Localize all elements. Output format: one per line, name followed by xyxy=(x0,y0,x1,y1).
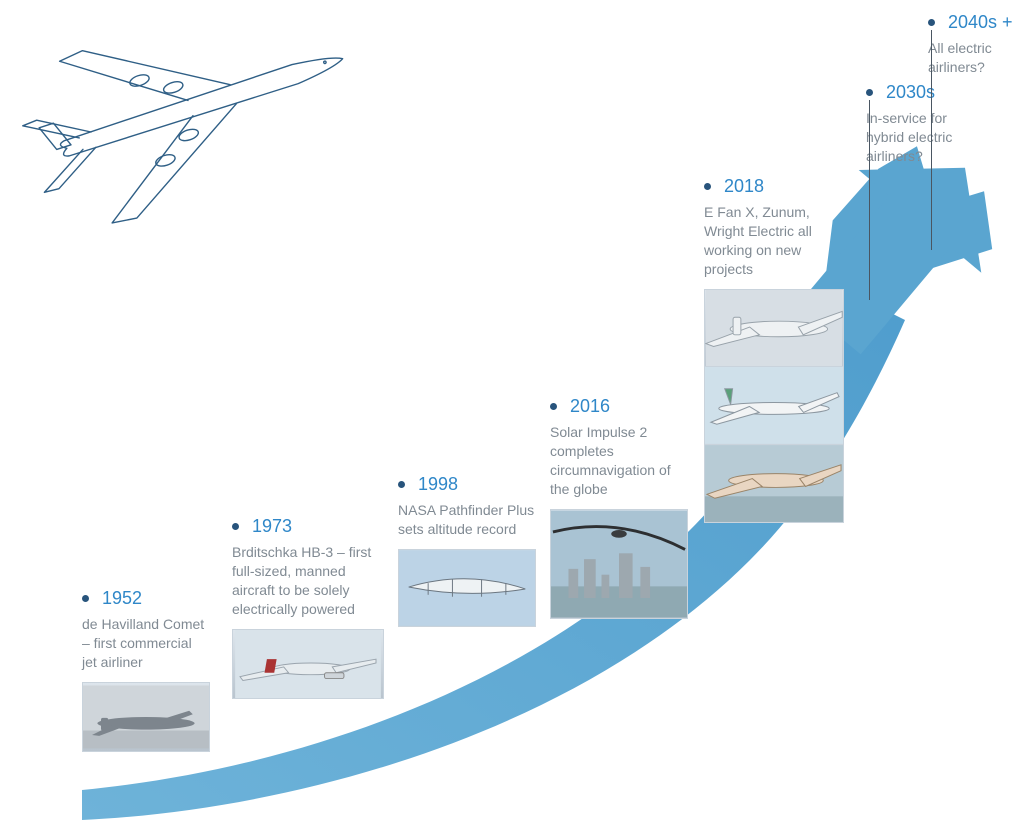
milestone-1952: 1952 de Havilland Comet – first commerci… xyxy=(82,588,210,752)
milestone-thumb xyxy=(550,509,688,619)
milestone-year: 2016 xyxy=(550,396,688,417)
year-label: 1998 xyxy=(418,474,458,494)
leader-line xyxy=(869,100,870,300)
year-label: 1952 xyxy=(102,588,142,608)
bullet-dot-icon xyxy=(866,89,873,96)
milestone-desc: All electric airliners? xyxy=(928,39,1018,77)
milestone-year: 1973 xyxy=(232,516,384,537)
milestone-year: 1998 xyxy=(398,474,536,495)
year-label: 2016 xyxy=(570,396,610,416)
milestone-desc: E Fan X, Zunum, Wright Electric all work… xyxy=(704,203,844,279)
milestone-thumb xyxy=(704,289,844,367)
bullet-dot-icon xyxy=(82,595,89,602)
milestone-thumb xyxy=(398,549,536,627)
milestone-2016: 2016 Solar Impulse 2 completes circumnav… xyxy=(550,396,688,619)
milestone-2040s: 2040s + All electric airliners? xyxy=(928,12,1018,87)
milestone-year: 2040s + xyxy=(928,12,1018,33)
timeline-infographic: 1952 de Havilland Comet – first commerci… xyxy=(0,0,1024,827)
year-label: 2018 xyxy=(724,176,764,196)
milestone-desc: In-service for hybrid electric airliners… xyxy=(866,109,966,166)
milestone-year: 1952 xyxy=(82,588,210,609)
milestone-2018: 2018 E Fan X, Zunum, Wright Electric all… xyxy=(704,176,844,523)
milestone-2030s: 2030s In-service for hybrid electric air… xyxy=(866,82,966,176)
year-label: 2040s + xyxy=(948,12,1013,32)
year-label: 1973 xyxy=(252,516,292,536)
milestone-thumb xyxy=(704,445,844,523)
leader-line xyxy=(931,30,932,250)
milestone-desc: de Havilland Comet – first commercial je… xyxy=(82,615,210,672)
milestone-thumb xyxy=(82,682,210,752)
milestone-year: 2018 xyxy=(704,176,844,197)
bullet-dot-icon xyxy=(550,403,557,410)
milestone-desc: Solar Impulse 2 completes circumnavigati… xyxy=(550,423,688,499)
milestone-desc: Brditschka HB-3 – first full-sized, mann… xyxy=(232,543,384,619)
bullet-dot-icon xyxy=(704,183,711,190)
milestone-thumb xyxy=(232,629,384,699)
bullet-dot-icon xyxy=(232,523,239,530)
milestone-desc: NASA Pathfinder Plus sets altitude recor… xyxy=(398,501,536,539)
milestone-1973: 1973 Brditschka HB-3 – first full-sized,… xyxy=(232,516,384,699)
bullet-dot-icon xyxy=(928,19,935,26)
milestone-thumb xyxy=(704,367,844,445)
bullet-dot-icon xyxy=(398,481,405,488)
milestone-1998: 1998 NASA Pathfinder Plus sets altitude … xyxy=(398,474,536,627)
